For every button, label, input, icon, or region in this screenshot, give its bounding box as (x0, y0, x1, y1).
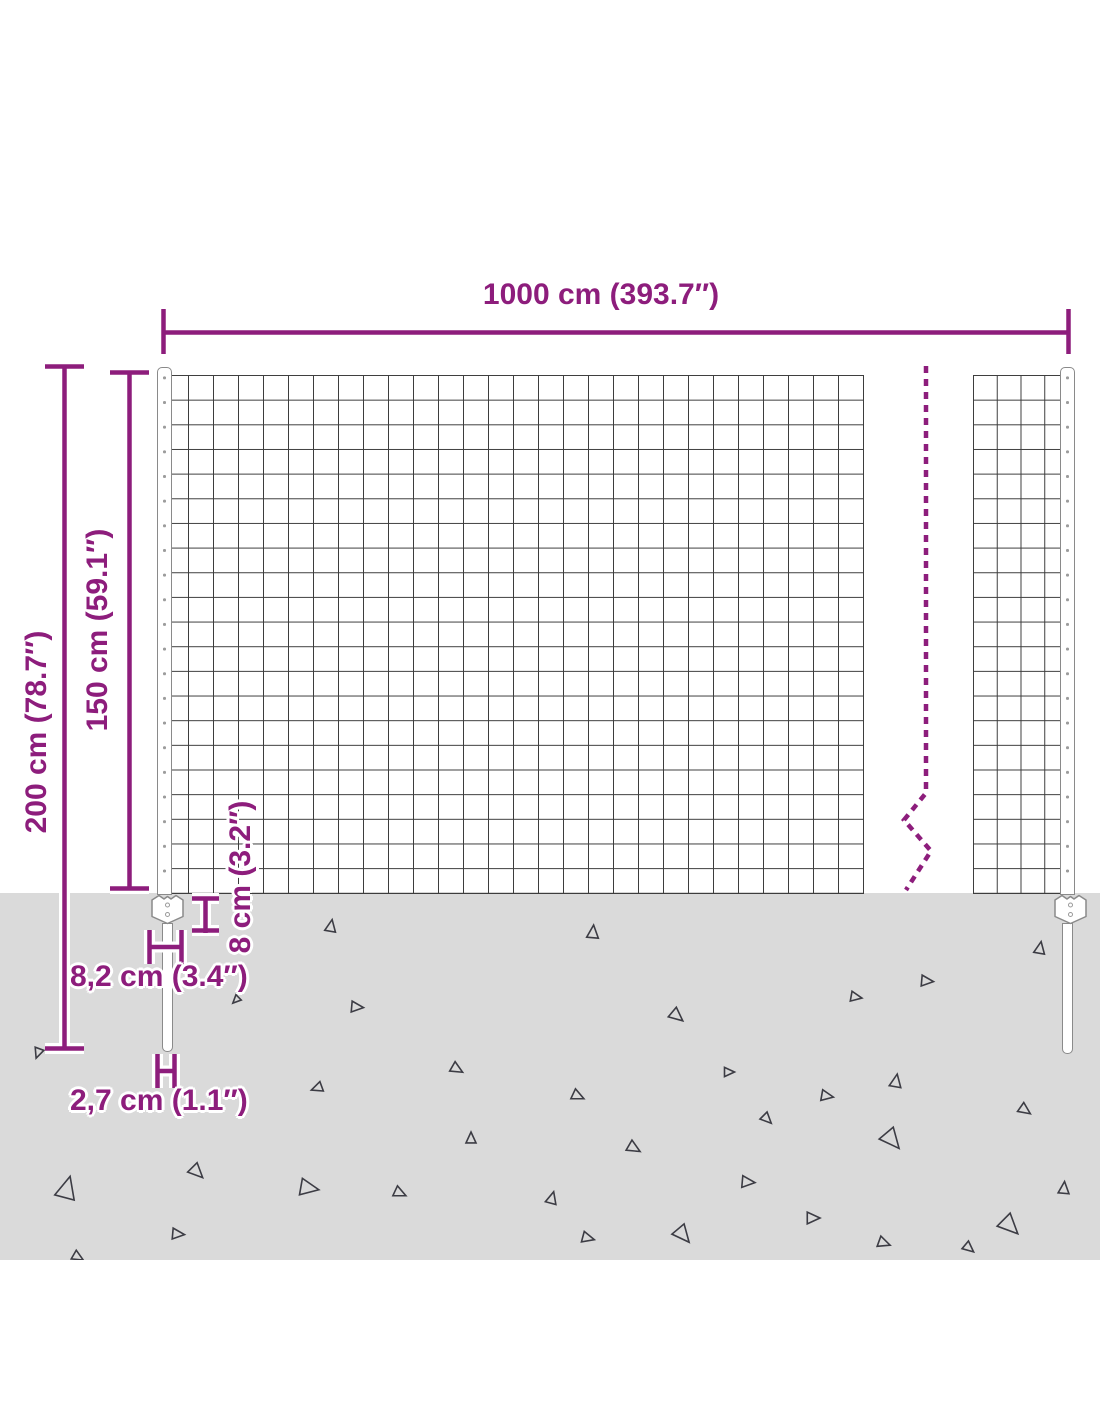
label-total-width: 1000 cm (393.7″) (482, 278, 720, 311)
fence-mesh-left-panel (163, 375, 864, 894)
dimension-line-fence-height (110, 370, 149, 891)
label-anchor-width: 8,2 cm (3.4″) (70, 960, 248, 993)
fence-mesh-right-panel (973, 375, 1069, 894)
panel-break-line (901, 366, 934, 892)
right-post-anchor-plate (1054, 894, 1087, 925)
right-fence-post (1060, 367, 1075, 895)
label-total-height: 200 cm (78.7″) (20, 630, 53, 834)
label-fence-height: 150 cm (59.1″) (81, 528, 114, 732)
left-post-anchor-plate (151, 894, 184, 925)
right-post-ground-spike (1062, 923, 1073, 1054)
dimension-line-total-width (161, 309, 1071, 354)
label-spike-width: 2,7 cm (1.1″) (70, 1084, 248, 1117)
left-fence-post (157, 367, 172, 895)
